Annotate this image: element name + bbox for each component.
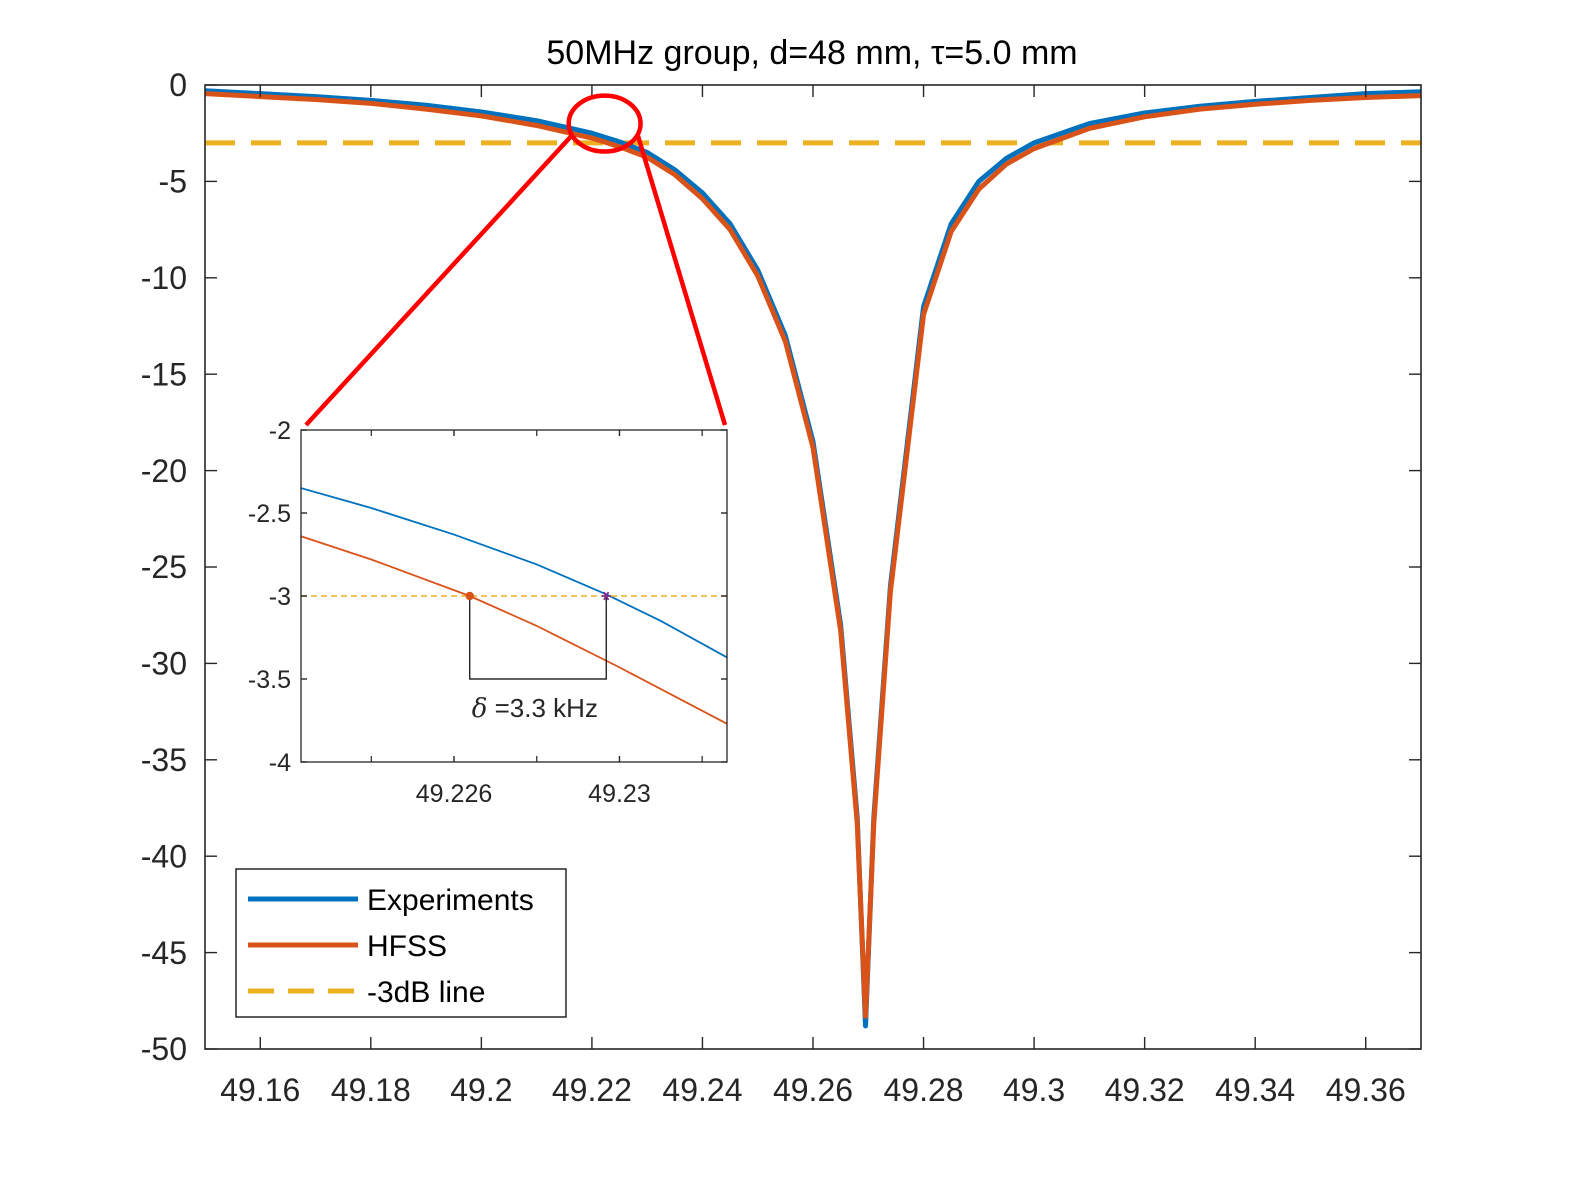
legend: Experiments HFSS -3dB line bbox=[235, 868, 567, 1018]
x-tick-label: 49.2 bbox=[450, 1072, 512, 1108]
legend-label: Experiments bbox=[367, 884, 534, 917]
x-tick-label: 49.22 bbox=[552, 1072, 632, 1108]
y-tick-label: -45 bbox=[141, 935, 187, 971]
inset-x-tick-label: 49.226 bbox=[416, 780, 492, 808]
x-tick-label: 49.34 bbox=[1215, 1072, 1295, 1108]
x-tick-label: 49.28 bbox=[884, 1072, 964, 1108]
zoom-ellipse bbox=[566, 93, 643, 154]
inset-y-tick-label: -2 bbox=[269, 417, 291, 445]
inset-y-tick-label: -2.5 bbox=[248, 500, 291, 528]
zoom-connector-left bbox=[304, 134, 573, 427]
inset-lines bbox=[301, 487, 727, 725]
inset-plot: δ =3.3 kHz 49.226 49.23 -2 -2.5 -3 -3.5 -4 bbox=[248, 417, 728, 808]
chart-title: 50MHz group, d=48 mm, τ=5.0 mm bbox=[546, 34, 1077, 72]
series-line-hfss bbox=[205, 91, 1421, 1019]
x-tick-label: 49.16 bbox=[220, 1072, 300, 1108]
y-tick-label: 0 bbox=[169, 67, 187, 103]
star-stroke bbox=[603, 591, 610, 601]
y-tick-label: -15 bbox=[141, 356, 187, 392]
y-tick-label: -25 bbox=[141, 549, 187, 585]
hfss-crossing-marker bbox=[465, 591, 474, 601]
legend-label: -3dB line bbox=[367, 976, 485, 1009]
experiments-crossing-marker bbox=[601, 591, 611, 601]
x-tick-label: 49.18 bbox=[331, 1072, 411, 1108]
inset-x-tick-label: 49.23 bbox=[588, 780, 651, 808]
delta-bracket bbox=[469, 596, 607, 680]
y-tick-label: -5 bbox=[159, 164, 187, 200]
inset-series-hfss bbox=[301, 535, 727, 725]
y-tick-label: -10 bbox=[141, 260, 187, 296]
y-tick-label: -40 bbox=[141, 838, 187, 874]
x-tick-label: 49.36 bbox=[1326, 1072, 1406, 1108]
y-tick-label: -30 bbox=[141, 646, 187, 682]
inset-y-tick-label: -4 bbox=[269, 749, 291, 777]
y-tick-label: -50 bbox=[141, 1031, 187, 1067]
inset-y-tick-label: -3.5 bbox=[248, 666, 291, 694]
zoom-connector-right bbox=[635, 135, 728, 426]
x-tick-label: 49.3 bbox=[1003, 1072, 1065, 1108]
plot-lines bbox=[205, 88, 1421, 1029]
delta-symbol: δ bbox=[472, 694, 488, 724]
x-tick-label: 49.26 bbox=[773, 1072, 853, 1108]
zoom-callout bbox=[304, 93, 728, 427]
inset-y-tick-label: -3 bbox=[269, 583, 291, 611]
y-tick-label: -20 bbox=[141, 453, 187, 489]
delta-value: =3.3 kHz bbox=[487, 693, 598, 723]
legend-label: HFSS bbox=[367, 930, 447, 963]
delta-annotation: δ =3.3 kHz bbox=[472, 693, 598, 724]
y-tick-label: -35 bbox=[141, 742, 187, 778]
inset-series-experiments bbox=[301, 487, 727, 659]
x-tick-label: 49.32 bbox=[1105, 1072, 1185, 1108]
x-tick-label: 49.24 bbox=[662, 1072, 742, 1108]
